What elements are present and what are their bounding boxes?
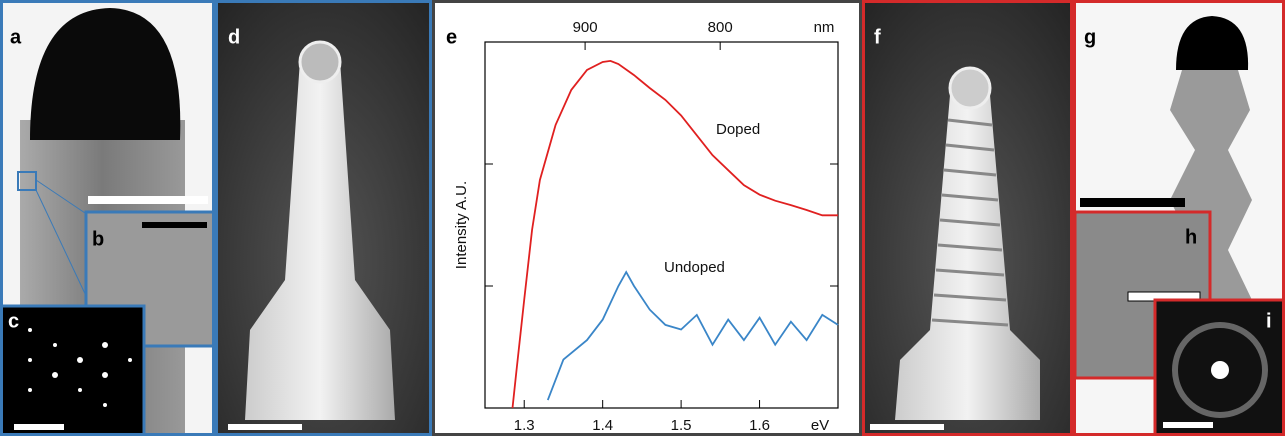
panel-g: g h i xyxy=(1073,0,1285,436)
diffraction-spots xyxy=(28,328,132,407)
droplet xyxy=(30,8,181,140)
droplet xyxy=(298,40,342,84)
panel-border xyxy=(1073,0,1285,436)
panel-label: b xyxy=(92,228,104,250)
series-line xyxy=(511,59,838,409)
panel-d: d xyxy=(215,0,432,436)
scale-bar xyxy=(870,424,944,430)
scale-bar xyxy=(228,424,302,430)
droplet xyxy=(948,66,992,110)
panel-label: d xyxy=(228,26,240,48)
panel-label: e xyxy=(446,26,457,48)
panel-border xyxy=(862,0,1073,436)
annotation: Undoped xyxy=(664,259,725,276)
scale-bar xyxy=(1080,198,1185,207)
zoom-box xyxy=(17,171,37,191)
plot-frame xyxy=(484,41,839,409)
x2-tick-label: 900 xyxy=(573,19,598,36)
diffraction-center xyxy=(1211,361,1229,379)
scale-bar xyxy=(14,424,64,430)
panel-border xyxy=(432,0,862,436)
panel-border xyxy=(215,0,432,436)
x-unit: eV xyxy=(811,417,829,434)
panel-border xyxy=(0,0,215,436)
scale-bar xyxy=(88,196,208,204)
x2-unit: nm xyxy=(814,19,835,36)
x2-tick-label: 800 xyxy=(708,19,733,36)
y-label: Intensity A.U. xyxy=(453,181,470,269)
x-tick-label: 1.5 xyxy=(671,417,692,434)
x-tick-label: 1.3 xyxy=(514,417,535,434)
pillar xyxy=(895,95,1040,420)
zoom-line xyxy=(35,189,89,301)
diffraction-ring xyxy=(1172,322,1268,418)
pillar xyxy=(245,60,395,420)
panel-label: c xyxy=(8,310,19,332)
zoom-line xyxy=(35,179,89,216)
panel-label: f xyxy=(874,26,881,48)
panel-e: e eV nm Intensity A.U. Doped Undoped 1.3… xyxy=(432,0,862,436)
x-tick-label: 1.6 xyxy=(749,417,770,434)
annotation: Doped xyxy=(716,121,760,138)
panel-a: a b c xyxy=(0,0,217,436)
series-line xyxy=(546,270,839,401)
panel-label: h xyxy=(1185,226,1197,248)
panel-label: a xyxy=(10,26,22,48)
droplet xyxy=(1176,16,1249,70)
scale-bar xyxy=(142,222,207,228)
panel-f: f xyxy=(862,0,1073,436)
pillar-steps xyxy=(931,118,1009,327)
panel-c xyxy=(0,304,146,436)
scale-bar xyxy=(1163,422,1213,428)
panel-label: g xyxy=(1084,26,1096,48)
panel-label: i xyxy=(1266,310,1272,332)
x-tick-label: 1.4 xyxy=(592,417,613,434)
panel-bg xyxy=(432,0,862,436)
